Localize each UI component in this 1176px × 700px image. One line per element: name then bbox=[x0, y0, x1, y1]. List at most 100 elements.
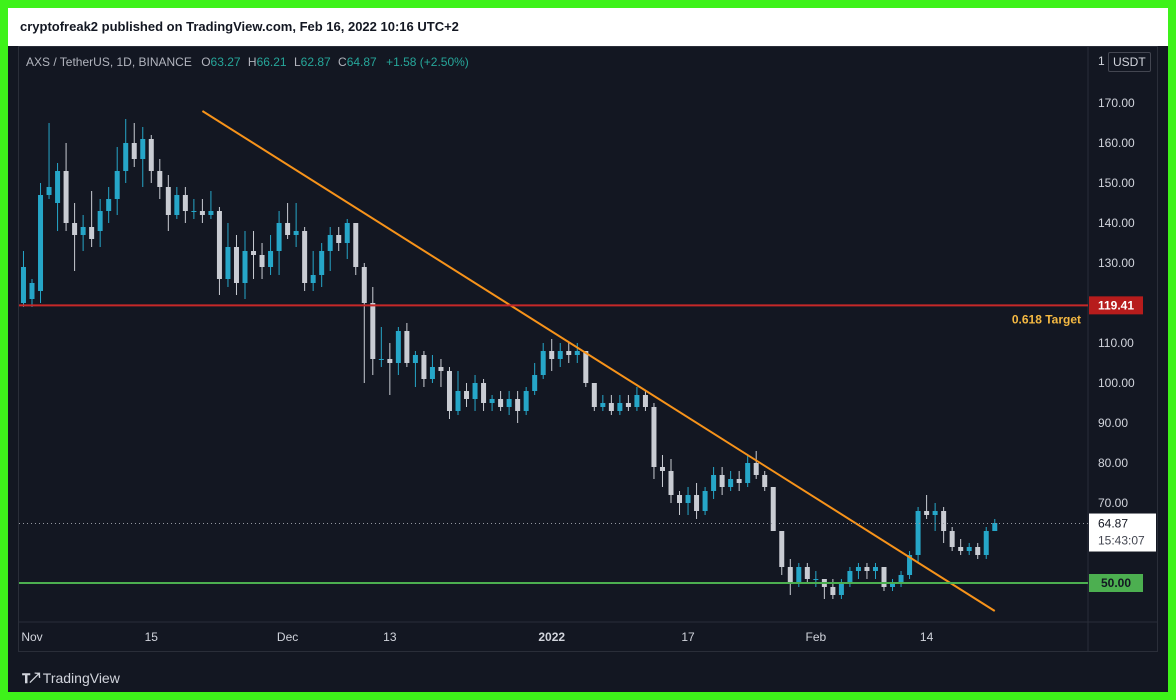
candle-body bbox=[438, 367, 444, 371]
candle-body bbox=[677, 495, 683, 503]
x-tick-label: 2022 bbox=[538, 630, 565, 644]
y-tick-label: 140.00 bbox=[1098, 216, 1135, 230]
candle-body bbox=[140, 139, 146, 159]
candle-body bbox=[591, 383, 597, 407]
candle-body bbox=[489, 399, 495, 403]
candle-body bbox=[106, 199, 112, 211]
candle-body bbox=[975, 547, 981, 555]
candle-body bbox=[55, 171, 61, 203]
candle-body bbox=[813, 579, 819, 580]
candle-body bbox=[336, 235, 342, 243]
candle-body bbox=[29, 283, 35, 299]
candles-layer bbox=[20, 119, 998, 599]
y-tick-label: 130.00 bbox=[1098, 256, 1135, 270]
symbol-name[interactable]: AXS / TetherUS, 1D, BINANCE bbox=[26, 55, 192, 69]
candle-body bbox=[540, 351, 546, 375]
close-label: C bbox=[338, 55, 347, 69]
candle-body bbox=[429, 367, 435, 379]
candle-body bbox=[532, 375, 538, 391]
currency-button[interactable]: USDT bbox=[1108, 52, 1151, 72]
chart-area[interactable] bbox=[18, 46, 1158, 652]
candle-body bbox=[557, 351, 563, 359]
close-value: 64.87 bbox=[346, 55, 377, 69]
candle-body bbox=[600, 403, 606, 407]
candle-body bbox=[464, 391, 470, 399]
candle-body bbox=[319, 251, 325, 275]
x-tick-label: 14 bbox=[920, 630, 934, 644]
candle-body bbox=[668, 471, 674, 495]
low-value: 62.87 bbox=[300, 55, 331, 69]
candle-body bbox=[711, 475, 717, 491]
tradingview-logo[interactable]: 𝐓↗ TradingView bbox=[22, 670, 120, 687]
overlays-layer bbox=[19, 110, 1088, 612]
y-tick-label: 150.00 bbox=[1098, 176, 1135, 190]
candle-body bbox=[216, 211, 222, 279]
candle-body bbox=[941, 511, 947, 531]
candle-body bbox=[344, 223, 350, 243]
candle-body bbox=[694, 495, 700, 511]
candle-body bbox=[276, 223, 282, 251]
y-tick-label: 90.00 bbox=[1098, 416, 1128, 430]
candle-body bbox=[242, 251, 248, 283]
candle-body bbox=[251, 251, 257, 255]
candle-body bbox=[268, 251, 274, 267]
candle-body bbox=[285, 223, 291, 235]
x-tick-label: 17 bbox=[681, 630, 695, 644]
candle-body bbox=[515, 399, 521, 411]
candle-body bbox=[625, 403, 631, 407]
candle-body bbox=[881, 567, 887, 587]
support-price-label: 50.00 bbox=[1101, 576, 1131, 590]
candle-body bbox=[481, 383, 487, 403]
change-value: +1.58 (+2.50%) bbox=[386, 55, 469, 69]
candle-body bbox=[506, 399, 512, 407]
candle-body bbox=[804, 567, 810, 579]
resistance-price-tag bbox=[1089, 296, 1143, 315]
candle-body bbox=[225, 247, 231, 279]
candle-body bbox=[293, 231, 299, 235]
candle-body bbox=[523, 391, 529, 411]
candle-body bbox=[370, 303, 376, 359]
candle-body bbox=[796, 567, 802, 583]
candle-body bbox=[174, 195, 180, 215]
candle-body bbox=[549, 351, 555, 359]
candle-body bbox=[46, 187, 52, 195]
candle-body bbox=[114, 171, 120, 199]
axis-layer bbox=[19, 47, 1157, 652]
x-tick-label: Nov bbox=[21, 630, 42, 644]
candle-body bbox=[455, 391, 461, 411]
y-tick-label: 160.00 bbox=[1098, 136, 1135, 150]
candle-body bbox=[830, 587, 836, 595]
candle-body bbox=[412, 355, 418, 363]
candle-body bbox=[148, 139, 154, 171]
candle-body bbox=[608, 403, 614, 411]
open-value: 63.27 bbox=[210, 55, 241, 69]
last-price-tag bbox=[1089, 513, 1156, 552]
candle-body bbox=[702, 491, 708, 511]
downtrend-line bbox=[201, 110, 996, 612]
candle-body bbox=[864, 567, 870, 571]
x-tick-label: 13 bbox=[383, 630, 397, 644]
candle-body bbox=[361, 267, 367, 303]
candle-body bbox=[779, 531, 785, 567]
tradingview-brand: TradingView bbox=[42, 670, 120, 686]
candle-body bbox=[907, 555, 913, 575]
candle-body bbox=[728, 479, 734, 487]
scale-mode-label[interactable]: 1 bbox=[1098, 54, 1105, 68]
candle-body bbox=[446, 371, 452, 411]
candle-body bbox=[199, 211, 205, 215]
candle-body bbox=[719, 475, 725, 487]
candle-body bbox=[327, 235, 333, 251]
candle-body bbox=[80, 227, 86, 235]
tradingview-mark-icon: 𝐓↗ bbox=[22, 671, 40, 686]
symbol-legend[interactable]: AXS / TetherUS, 1D, BINANCE O63.27 H66.2… bbox=[26, 55, 469, 69]
high-label: H bbox=[247, 55, 257, 69]
candle-body bbox=[583, 351, 589, 383]
candle-body bbox=[63, 171, 69, 223]
candle-body bbox=[378, 359, 384, 360]
y-tick-label: 110.00 bbox=[1098, 336, 1134, 350]
candle-body bbox=[302, 231, 308, 283]
candle-body bbox=[787, 567, 793, 583]
candle-body bbox=[97, 211, 103, 231]
labels-layer: 170.00160.00150.00140.00130.00120.00110.… bbox=[21, 96, 1156, 644]
